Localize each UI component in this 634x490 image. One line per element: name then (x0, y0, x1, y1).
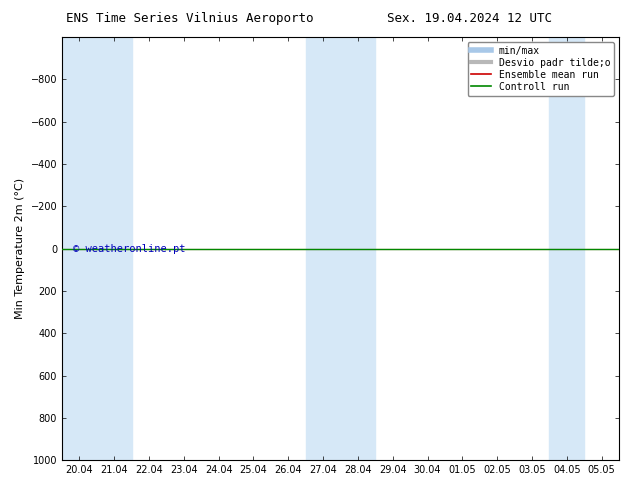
Text: Sex. 19.04.2024 12 UTC: Sex. 19.04.2024 12 UTC (387, 12, 552, 25)
Y-axis label: Min Temperature 2m (°C): Min Temperature 2m (°C) (15, 178, 25, 319)
Legend: min/max, Desvio padr tilde;o, Ensemble mean run, Controll run: min/max, Desvio padr tilde;o, Ensemble m… (467, 42, 614, 96)
Text: ENS Time Series Vilnius Aeroporto: ENS Time Series Vilnius Aeroporto (67, 12, 314, 25)
Bar (62, 37, 97, 460)
Bar (340, 37, 375, 460)
Bar (306, 37, 340, 460)
Bar (97, 37, 132, 460)
Text: © weatheronline.pt: © weatheronline.pt (73, 244, 186, 254)
Bar (550, 37, 584, 460)
